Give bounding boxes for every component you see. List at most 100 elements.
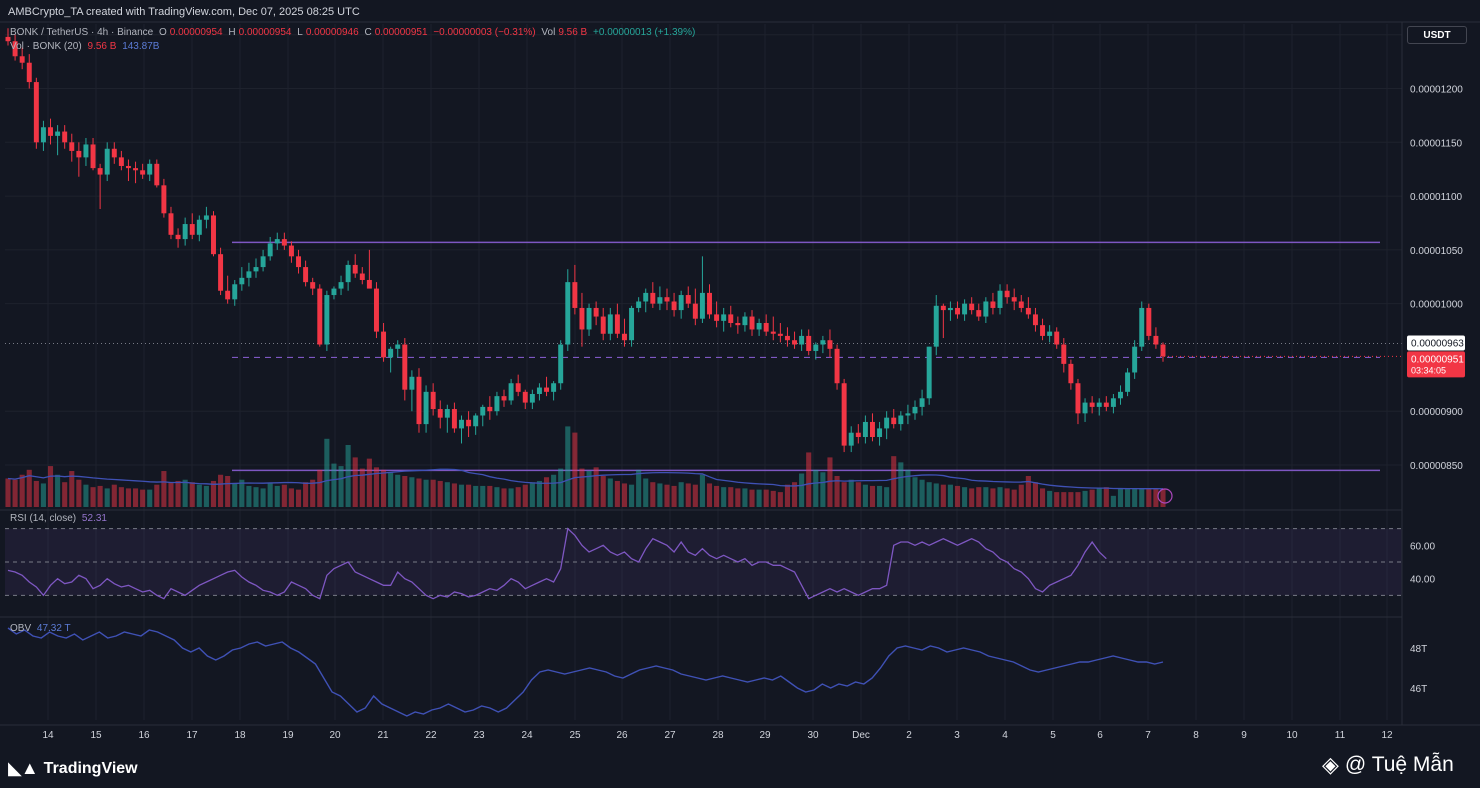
candle <box>5 28 11 46</box>
rsi-study-label[interactable]: RSI (14, close) <box>10 513 77 524</box>
candle-body <box>62 131 68 143</box>
high-price-tag-label: 0.00000963 <box>1411 338 1464 349</box>
candle-body <box>607 314 613 334</box>
candle <box>274 232 280 250</box>
volume-bar <box>1146 488 1152 507</box>
volume-bar <box>161 471 167 507</box>
candle <box>784 327 790 347</box>
candle-body <box>225 290 231 300</box>
candle-body <box>317 288 323 345</box>
candle-body <box>168 213 174 235</box>
volume-bar <box>97 485 103 507</box>
currency-button[interactable]: USDT <box>1407 26 1467 44</box>
volume-bar <box>317 469 323 507</box>
candle-body <box>749 316 755 330</box>
candle <box>303 260 309 287</box>
volume-bar <box>168 482 174 507</box>
volume-bar <box>848 479 854 507</box>
candle-body <box>288 245 294 257</box>
candle <box>19 47 25 70</box>
volume-bar <box>274 485 280 507</box>
candle-body <box>381 331 387 358</box>
volume-bar <box>1139 488 1145 507</box>
candle <box>317 284 323 347</box>
volume-bar <box>1004 488 1010 507</box>
candle <box>388 346 394 373</box>
candle <box>423 385 429 433</box>
volume-study-label[interactable]: Vol · BONK (20) <box>10 41 82 52</box>
candle <box>792 331 798 349</box>
obv-legend: OBV 47.32 T <box>10 623 74 634</box>
candle <box>444 404 450 433</box>
candle <box>1075 378 1081 425</box>
candle <box>487 396 493 420</box>
candle-body <box>451 409 457 429</box>
candle <box>947 301 953 321</box>
candle-body <box>777 333 783 336</box>
volume-bar <box>869 485 876 507</box>
volume-bar <box>118 487 124 507</box>
candle <box>777 323 783 343</box>
candle-body <box>692 303 698 319</box>
candle-body <box>69 142 75 151</box>
rsi-tick-label: 60.00 <box>1410 541 1435 552</box>
attribution-text: AMBCrypto_TA created with TradingView.co… <box>8 6 360 18</box>
candle-body <box>529 393 535 403</box>
volume-bar <box>338 466 344 507</box>
tradingview-logo-text: TradingView <box>43 759 138 777</box>
volume-bar <box>331 463 337 507</box>
candle <box>614 303 620 339</box>
candle-body <box>877 428 883 438</box>
candle-body <box>211 215 216 255</box>
tradingview-logo[interactable]: ◣▲ TradingView <box>8 758 138 779</box>
symbol-label[interactable]: BONK / TetherUS · 4h · Binance <box>10 27 154 38</box>
candle-body <box>296 256 302 268</box>
candle-body <box>657 297 663 304</box>
candle-body <box>473 415 479 427</box>
volume-bar <box>969 488 975 507</box>
candle <box>877 421 883 446</box>
volume-bar <box>551 474 557 507</box>
candle <box>416 368 422 433</box>
candle <box>40 120 46 151</box>
volume-ma-value: 143.87B <box>122 41 160 52</box>
candle <box>1160 342 1166 362</box>
candle <box>749 310 755 336</box>
candle-body <box>437 409 443 418</box>
volume-bar <box>444 482 450 507</box>
change-value: −0.00000003 (−0.31%) <box>433 27 536 38</box>
candle-body <box>593 307 599 317</box>
candle-body <box>48 127 53 136</box>
high-value: 0.00000954 <box>238 27 292 38</box>
time-tick-label: 27 <box>664 730 676 741</box>
volume-bar <box>69 471 75 507</box>
volume-bar <box>373 467 380 507</box>
candle <box>692 288 698 326</box>
volume-bar <box>303 482 309 507</box>
candle-body <box>1075 383 1081 414</box>
candle <box>629 305 635 347</box>
candle <box>218 247 224 296</box>
low-value: 0.00000946 <box>305 27 359 38</box>
high-label: H <box>228 27 236 38</box>
candle <box>437 400 443 429</box>
volume-study-value: 9.56 B <box>87 41 117 52</box>
candle-body <box>671 301 677 311</box>
volume-bar <box>962 487 968 507</box>
volume-bar <box>125 488 132 507</box>
price-tick-label: 0.00000850 <box>1410 461 1463 472</box>
obv-study-label[interactable]: OBV <box>10 623 32 634</box>
volume-bar <box>827 457 833 507</box>
candle <box>508 378 514 405</box>
candle-body <box>919 398 925 407</box>
candle-body <box>1011 297 1017 302</box>
volume-bar <box>33 480 39 507</box>
candle <box>175 228 181 248</box>
candle <box>345 260 351 291</box>
candle <box>1040 318 1046 341</box>
candle-body <box>714 314 720 321</box>
volume-bar <box>940 484 946 507</box>
volume-bar <box>905 469 911 507</box>
candle-body <box>1153 335 1159 345</box>
